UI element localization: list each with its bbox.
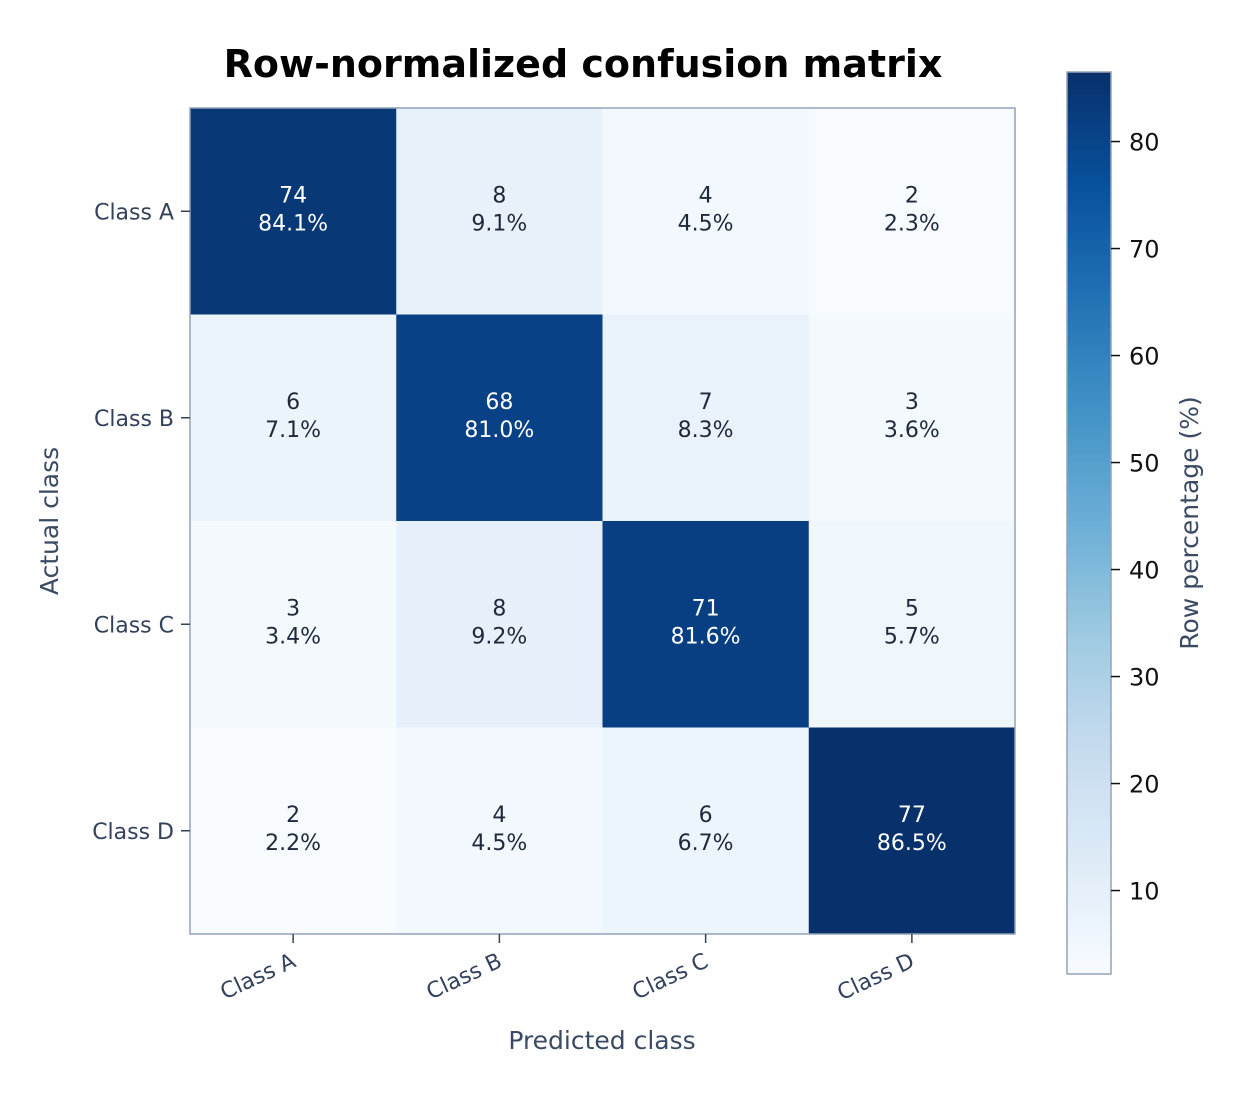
y-tick-label: Class C	[94, 613, 174, 638]
colorbar-tick-label: 70	[1129, 236, 1160, 264]
x-tick-label: Class A	[217, 949, 300, 1005]
y-axis-label: Actual class	[35, 447, 64, 595]
heatmap-cell	[396, 521, 603, 728]
y-tick-label: Class D	[92, 820, 174, 845]
x-axis-label: Predicted class	[508, 1026, 695, 1055]
cell-percent-label: 7.1%	[265, 418, 321, 443]
x-tick-label: Class B	[423, 949, 506, 1005]
cell-percent-label: 4.5%	[471, 831, 527, 856]
cell-percent-label: 81.0%	[464, 418, 534, 443]
heatmap-cell	[602, 727, 810, 935]
cell-count-label: 3	[905, 390, 919, 415]
cell-count-label: 68	[485, 390, 513, 415]
colorbar-tick-label: 50	[1129, 450, 1160, 478]
cell-percent-label: 3.6%	[884, 418, 940, 443]
heatmap-cell	[190, 521, 397, 728]
colorbar-ticks: 10 20 30 40 50 60 70 80	[1111, 129, 1160, 906]
cell-percent-label: 8.3%	[678, 418, 734, 443]
cell-percent-label: 2.3%	[884, 211, 940, 236]
plot-frame	[189, 107, 1016, 935]
cell-percent-label: 9.1%	[471, 211, 527, 236]
colorbar	[1066, 71, 1112, 975]
cell-percent-label: 6.7%	[678, 831, 734, 856]
colorbar-tick-label: 20	[1129, 771, 1160, 799]
heatmap-cell	[602, 521, 810, 728]
x-axis-ticks: Class A Class B Class C Class D	[217, 934, 919, 1006]
cell-count-label: 6	[286, 390, 300, 415]
heatmap-cell	[808, 314, 1016, 522]
cell-count-label: 5	[905, 596, 919, 621]
x-tick-label: Class C	[629, 949, 712, 1006]
colorbar-tick-label: 10	[1129, 878, 1160, 906]
y-tick-label: Class B	[94, 407, 174, 432]
heatmap-cell	[396, 108, 603, 315]
cell-count-label: 8	[492, 183, 506, 208]
cell-count-label: 4	[699, 183, 713, 208]
heatmap-cell	[190, 314, 397, 522]
heatmap-cell	[602, 108, 810, 315]
cell-count-label: 3	[286, 596, 300, 621]
cell-count-label: 74	[279, 183, 307, 208]
cell-percent-label: 84.1%	[258, 211, 328, 236]
cell-percent-label: 81.6%	[671, 624, 741, 649]
cell-count-label: 4	[492, 803, 506, 828]
cell-count-label: 6	[699, 803, 713, 828]
cell-percent-label: 3.4%	[265, 624, 321, 649]
cell-count-label: 2	[286, 803, 300, 828]
heatmap-cell	[190, 108, 397, 315]
heatmap-cell	[808, 521, 1016, 728]
heatmap-cell	[808, 727, 1016, 935]
heatmap-cell	[808, 108, 1016, 315]
chart-title: Row-normalized confusion matrix	[224, 42, 943, 86]
colorbar-tick-label: 80	[1129, 129, 1160, 157]
cell-count-label: 2	[905, 183, 919, 208]
cell-percent-label: 2.2%	[265, 831, 321, 856]
cell-percent-label: 4.5%	[678, 211, 734, 236]
cell-count-label: 71	[692, 596, 720, 621]
cell-count-label: 7	[699, 390, 713, 415]
heatmap-cell	[396, 314, 603, 522]
colorbar-tick-label: 30	[1129, 664, 1160, 692]
heatmap-cells: 7484.1%89.1%44.5%22.3%67.1%6881.0%78.3%3…	[190, 108, 1016, 935]
cell-count-label: 77	[898, 803, 926, 828]
colorbar-tick-label: 40	[1129, 557, 1160, 585]
y-tick-label: Class A	[94, 200, 174, 225]
heatmap-cell	[602, 314, 810, 522]
heatmap-cell	[190, 727, 397, 935]
colorbar-label: Row percentage (%)	[1175, 396, 1204, 649]
cell-percent-label: 5.7%	[884, 624, 940, 649]
y-axis-ticks: Class A Class B Class C Class D	[92, 200, 190, 845]
heatmap-cell	[396, 727, 603, 935]
colorbar-tick-label: 60	[1129, 343, 1160, 371]
cell-count-label: 8	[492, 596, 506, 621]
cell-percent-label: 86.5%	[877, 831, 947, 856]
x-tick-label: Class D	[834, 949, 919, 1006]
cell-percent-label: 9.2%	[471, 624, 527, 649]
